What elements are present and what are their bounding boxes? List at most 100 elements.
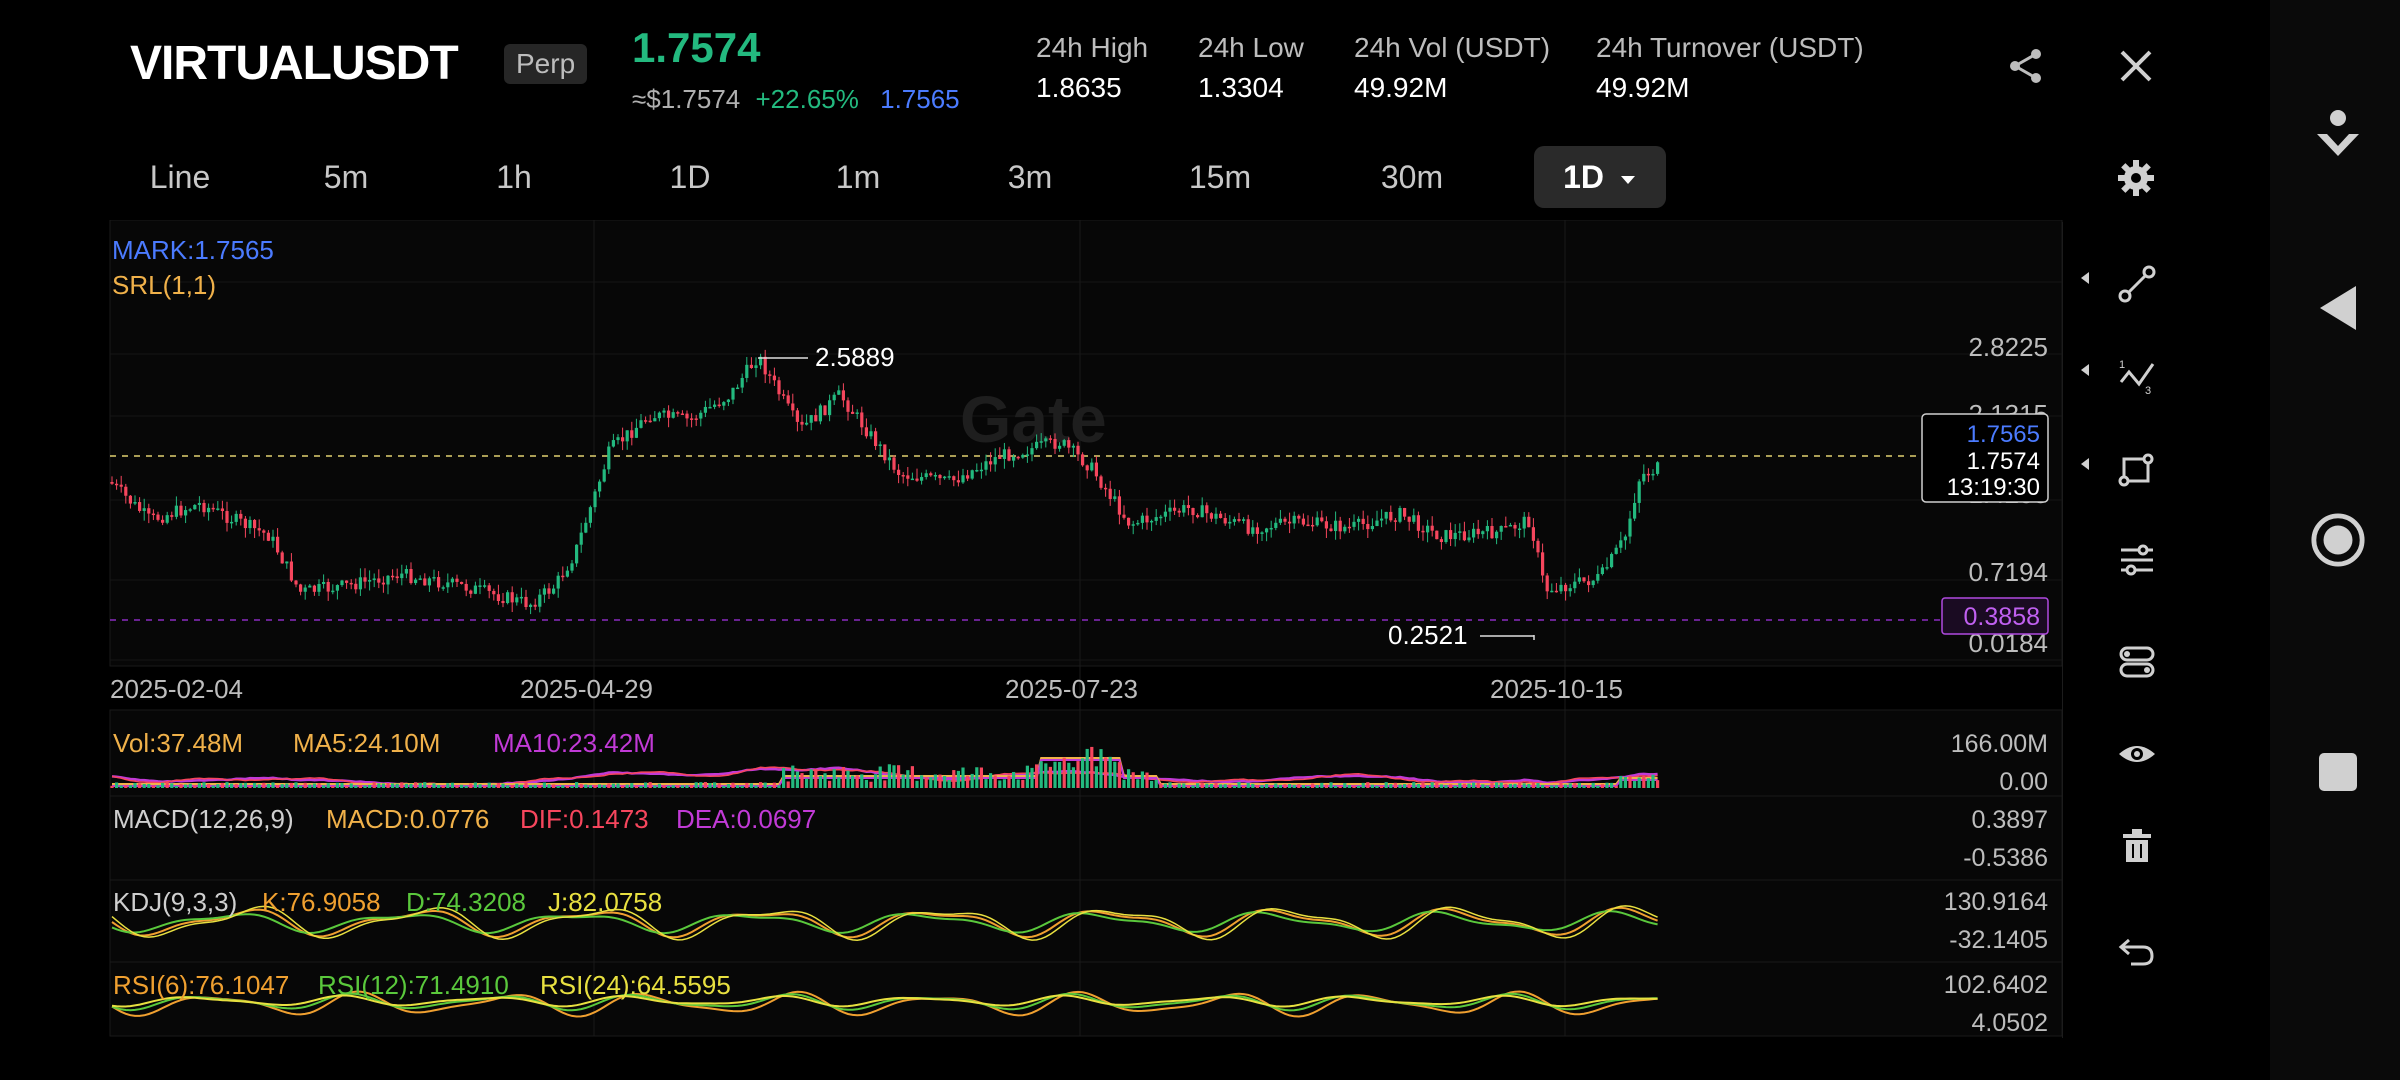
candle-body <box>1421 530 1425 533</box>
volume-bar <box>1564 784 1568 788</box>
volume-bar <box>492 784 496 788</box>
volume-bar <box>915 780 919 788</box>
volume-bar <box>1329 782 1333 788</box>
tab-1d[interactable]: 1D <box>669 159 711 195</box>
stat-24h-low: 24h Low 1.3304 <box>1198 32 1304 104</box>
indicator-settings-button[interactable] <box>2109 532 2165 588</box>
undo-icon <box>2118 938 2154 966</box>
candle-body <box>460 581 464 584</box>
tab-5m[interactable]: 5m <box>323 159 369 195</box>
volume-bar <box>119 785 123 788</box>
volume-bar <box>970 773 974 788</box>
candle-body <box>685 413 689 419</box>
volume-bar <box>832 769 836 788</box>
candle-body <box>561 575 565 578</box>
timeframe-dropdown[interactable]: 1D <box>1534 146 1666 208</box>
tool-expand-caret[interactable] <box>2081 272 2089 284</box>
volume-bar <box>1347 784 1351 788</box>
volume-bar <box>1591 782 1595 788</box>
kdj-y-top: 130.9164 <box>1944 888 2048 916</box>
candle-body <box>1081 454 1085 466</box>
chart-settings-button[interactable] <box>2104 146 2168 210</box>
volume-bar <box>777 785 781 788</box>
volume-bar <box>763 782 767 788</box>
volume-bar <box>377 783 381 788</box>
candle-body <box>745 364 749 378</box>
download-button[interactable] <box>2310 108 2366 164</box>
candle-body <box>312 585 316 592</box>
symbol-title[interactable]: VIRTUALUSDT <box>130 37 459 90</box>
back-button[interactable] <box>2310 280 2366 336</box>
tab-15m[interactable]: 15m <box>1188 159 1252 195</box>
tool-expand-caret[interactable] <box>2081 458 2089 470</box>
shape-tool-button[interactable] <box>2109 442 2165 498</box>
volume-bar <box>1209 784 1213 788</box>
delete-drawings-button[interactable] <box>2109 818 2165 874</box>
volume-bar <box>1237 782 1241 788</box>
candle-body <box>1324 521 1328 529</box>
line-tool-button[interactable] <box>2109 256 2165 312</box>
change-percent: +22.65% <box>755 84 859 114</box>
volume-bar <box>1476 782 1480 788</box>
home-button[interactable] <box>2310 512 2366 568</box>
volume-bar <box>1076 761 1080 788</box>
volume-bar <box>1108 756 1112 788</box>
candle-body <box>749 364 753 369</box>
volume-bar <box>552 784 556 788</box>
candle-body <box>133 502 137 504</box>
volume-bar <box>1117 762 1121 788</box>
volume-bar <box>1531 782 1535 788</box>
candle-body <box>427 578 431 586</box>
volume-bar <box>455 785 459 788</box>
visibility-button[interactable] <box>2109 726 2165 782</box>
candle-body <box>1366 523 1370 530</box>
undo-button[interactable] <box>2109 922 2165 978</box>
candle-body <box>966 475 970 479</box>
volume-bar <box>280 784 284 788</box>
price-chart[interactable]: Gate MARK:1.7565 SRL(1,1) 2.8225 2.1315 … <box>0 220 2270 1040</box>
volume-bar <box>846 770 850 788</box>
volume-bar <box>1453 785 1457 788</box>
tab-30m[interactable]: 30m <box>1380 159 1444 195</box>
volume-bar <box>248 785 252 788</box>
volume-bar <box>1200 782 1204 788</box>
volume-bar <box>515 783 519 788</box>
tool-expand-caret[interactable] <box>2081 364 2089 376</box>
y-tick-label: 0.7194 <box>1968 557 2048 587</box>
tab-1h[interactable]: 1h <box>496 159 532 195</box>
close-button[interactable] <box>2104 34 2168 98</box>
volume-bar <box>1136 779 1140 788</box>
candle-body <box>657 412 661 419</box>
candle-body <box>703 406 707 413</box>
volume-bar <box>1306 785 1310 788</box>
share-button[interactable] <box>1994 34 2058 98</box>
volume-bar <box>621 785 625 788</box>
volume-bar <box>349 783 353 788</box>
candle-body <box>1449 530 1453 540</box>
candle-body <box>418 578 422 580</box>
volume-bar <box>989 773 993 788</box>
tab-1m[interactable]: 1m <box>835 159 881 195</box>
indicator-toggle-button[interactable] <box>2109 634 2165 690</box>
volume-bar <box>1490 783 1494 788</box>
candle-body <box>754 365 758 369</box>
vol-y-bottom: 0.00 <box>1999 768 2048 796</box>
volume-bar <box>966 775 970 788</box>
shape-tool-icon <box>2118 453 2154 487</box>
candle-body <box>1196 515 1200 518</box>
candle-body <box>138 502 142 511</box>
volume-bar <box>676 785 680 788</box>
tab-3m[interactable]: 3m <box>1007 159 1053 195</box>
volume-bar <box>1462 783 1466 788</box>
tab-line[interactable]: Line <box>149 159 211 195</box>
volume-bar <box>1439 784 1443 788</box>
x-tick-label: 2025-02-04 <box>110 674 243 704</box>
volume-bar <box>920 775 924 788</box>
stat-24h-turnover: 24h Turnover (USDT) 49.92M <box>1596 32 1864 104</box>
volume-bar <box>708 783 712 788</box>
candle-body <box>414 579 418 584</box>
candle-body <box>529 604 533 607</box>
volume-bar <box>216 784 220 788</box>
recents-button[interactable] <box>2310 744 2366 800</box>
